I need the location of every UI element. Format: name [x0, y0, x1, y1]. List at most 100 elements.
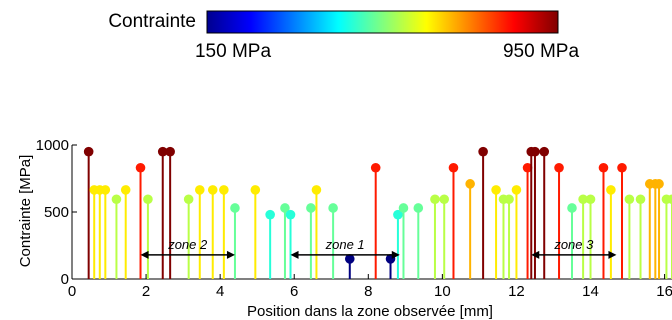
x-tick-label: 0 — [68, 283, 76, 300]
stem-marker — [112, 194, 122, 204]
stem-point — [662, 194, 672, 279]
zone-arrow-head-right — [608, 251, 616, 259]
stem-marker — [136, 163, 146, 173]
stem-point — [101, 185, 111, 279]
stem-marker — [449, 163, 459, 173]
stem-marker — [165, 147, 175, 157]
x-axis-label: Position dans la zone observée [mm] — [247, 303, 493, 320]
y-axis-label: Contrainte [MPa] — [17, 155, 34, 268]
colorbar-gradient — [207, 11, 558, 33]
stem-marker — [195, 185, 205, 195]
stem-point — [286, 210, 296, 279]
stem-marker — [251, 185, 261, 195]
stem-point — [112, 194, 122, 279]
stem-point — [230, 203, 240, 279]
y-tick-label: 500 — [44, 204, 69, 221]
stem-marker — [478, 147, 488, 157]
stem-point — [84, 147, 94, 279]
stem-marker — [586, 194, 596, 204]
x-tick-label: 14 — [582, 283, 599, 300]
zone-arrow-head-left — [291, 251, 299, 259]
stem-marker — [504, 194, 514, 204]
stem-marker — [654, 179, 664, 189]
stem-point — [606, 185, 616, 279]
stem-point — [430, 194, 440, 279]
stem-point — [465, 179, 475, 279]
stem-marker — [530, 147, 540, 157]
stem-marker — [491, 185, 501, 195]
stem-marker — [219, 185, 229, 195]
zone-arrow-head-right — [227, 251, 235, 259]
stem-marker — [286, 210, 296, 220]
stem-marker — [512, 185, 522, 195]
stem-point — [636, 194, 646, 279]
stem-plot: Contrainte [MPa] Position dans la zone o… — [17, 137, 672, 320]
stem-point — [265, 210, 275, 279]
stem-point — [617, 163, 627, 279]
stem-point — [554, 163, 564, 279]
stem-marker — [617, 163, 627, 173]
stem-marker — [265, 210, 275, 220]
stem-marker — [625, 194, 635, 204]
stem-marker — [606, 185, 616, 195]
stem-point — [306, 203, 316, 279]
x-tick-label: 12 — [508, 283, 525, 300]
stem-marker — [439, 194, 449, 204]
zone-label: zone 2 — [167, 237, 208, 252]
stem-marker — [399, 203, 409, 213]
stem-point — [625, 194, 635, 279]
stem-point — [89, 185, 99, 279]
y-tick-label: 1000 — [36, 137, 69, 154]
stem-point — [504, 194, 514, 279]
stems — [84, 147, 672, 279]
colorbar-title: Contrainte — [108, 11, 196, 32]
stem-point — [645, 179, 655, 279]
stem-marker — [101, 185, 111, 195]
stem-point — [251, 185, 261, 279]
colorbar-legend: Contrainte 150 MPa 950 MPa — [108, 11, 579, 62]
zone-annotation: zone 1 — [291, 237, 400, 259]
colorbar-max-label: 950 MPa — [503, 41, 579, 62]
stem-point — [121, 185, 131, 279]
stem-marker — [465, 179, 475, 189]
stem-point — [95, 185, 105, 279]
x-tick-label: 2 — [142, 283, 150, 300]
stem-marker — [599, 163, 609, 173]
stem-marker — [84, 147, 94, 157]
stem-marker — [371, 163, 381, 173]
x-tick-label: 4 — [216, 283, 224, 300]
stem-marker — [539, 147, 549, 157]
stem-marker — [143, 194, 153, 204]
stem-point — [143, 194, 153, 279]
stem-marker — [121, 185, 131, 195]
colorbar-min-label: 150 MPa — [195, 41, 271, 62]
stem-marker — [328, 203, 338, 213]
stem-marker — [184, 194, 194, 204]
stem-point — [449, 163, 459, 279]
stem-point — [136, 163, 146, 279]
stem-point — [667, 194, 672, 279]
stem-marker — [636, 194, 646, 204]
zone-annotation: zone 2 — [141, 237, 235, 259]
zone-label: zone 3 — [553, 237, 594, 252]
stem-point — [393, 210, 403, 279]
x-tick-label: 10 — [434, 283, 451, 300]
stem-point — [208, 185, 218, 279]
stem-point — [165, 147, 175, 279]
stem-point — [371, 163, 381, 279]
stem-marker — [312, 185, 322, 195]
stem-marker — [567, 203, 577, 213]
stem-marker — [230, 203, 240, 213]
stem-point — [413, 203, 423, 279]
stem-point — [312, 185, 322, 279]
stem-point — [478, 147, 488, 279]
stem-point — [386, 254, 396, 279]
x-tick-label: 6 — [290, 283, 298, 300]
stem-point — [345, 254, 355, 279]
stem-point — [158, 147, 168, 279]
stem-point — [439, 194, 449, 279]
stem-point — [539, 147, 549, 279]
x-tick-label: 16 — [656, 283, 672, 300]
stem-marker — [306, 203, 316, 213]
